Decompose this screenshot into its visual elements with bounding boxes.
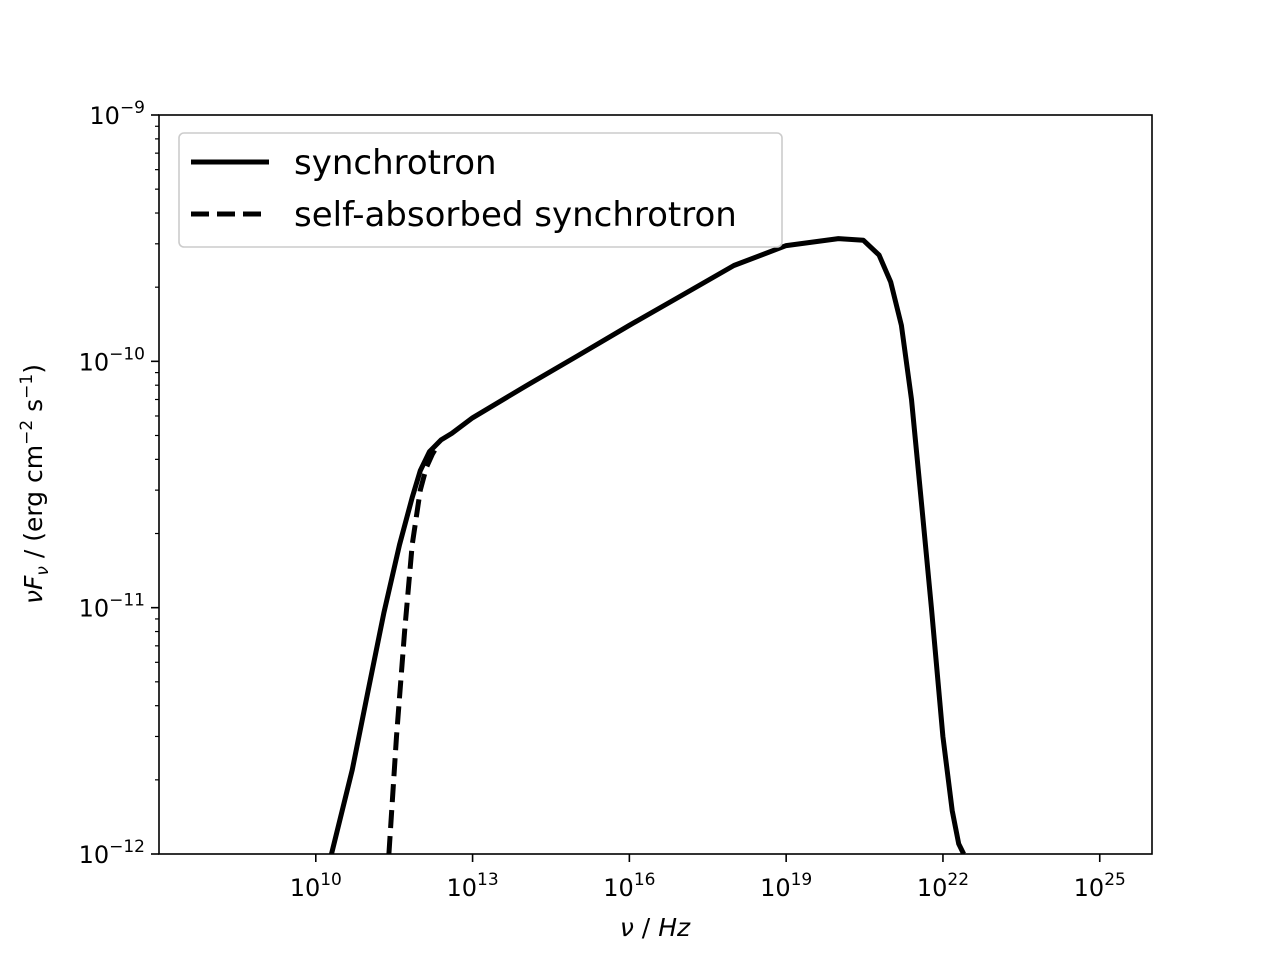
x-axis-label: ν / Hz <box>620 913 691 942</box>
y-tick-label: 10−9 <box>89 98 145 130</box>
legend-label-synchrotron: synchrotron <box>294 143 497 183</box>
y-axis-label-close: ) <box>19 364 48 374</box>
x-tick-label: 1022 <box>917 870 969 902</box>
y-axis-label-nu: ν <box>19 590 48 604</box>
x-axis-label-nu: ν <box>620 913 634 942</box>
legend-label-self-absorbed: self-absorbed synchrotron <box>294 195 737 235</box>
x-axis-ticks: 1010 1013 1016 1019 1022 1025 <box>290 854 1126 902</box>
x-axis-label-unit: Hz <box>658 913 691 942</box>
y-axis-label-exp1: −2 <box>17 420 37 445</box>
y-axis-label: νFν / (erg cm−2 s−1) <box>17 364 53 604</box>
series-layer <box>329 236 966 854</box>
y-tick-label: 10−12 <box>79 837 145 869</box>
x-tick-label: 1016 <box>603 870 655 902</box>
x-tick-label: 1025 <box>1074 870 1126 902</box>
y-axis-label-s: s <box>19 399 48 420</box>
y-tick-label: 10−10 <box>79 344 145 376</box>
y-axis-label-exp2: −1 <box>17 374 37 399</box>
y-tick-label: 10−11 <box>79 591 145 623</box>
y-axis-ticks: 10−12 10−11 10−10 10−9 <box>79 98 159 869</box>
x-axis-label-sep: / <box>634 913 658 942</box>
y-axis-label-sub: ν <box>33 566 53 576</box>
x-tick-label: 1013 <box>446 870 498 902</box>
series-line-synchrotron <box>329 236 966 854</box>
legend-frame <box>178 132 783 248</box>
y-axis-label-open: / (erg cm <box>19 445 48 566</box>
y-axis-label-F: F <box>19 575 48 590</box>
plot-frame <box>158 114 1153 855</box>
series-line-self-absorbed-synchrotron <box>386 443 441 854</box>
legend: synchrotron self-absorbed synchrotron <box>178 132 783 248</box>
x-tick-label: 1010 <box>290 870 342 902</box>
x-tick-label: 1019 <box>760 870 812 902</box>
